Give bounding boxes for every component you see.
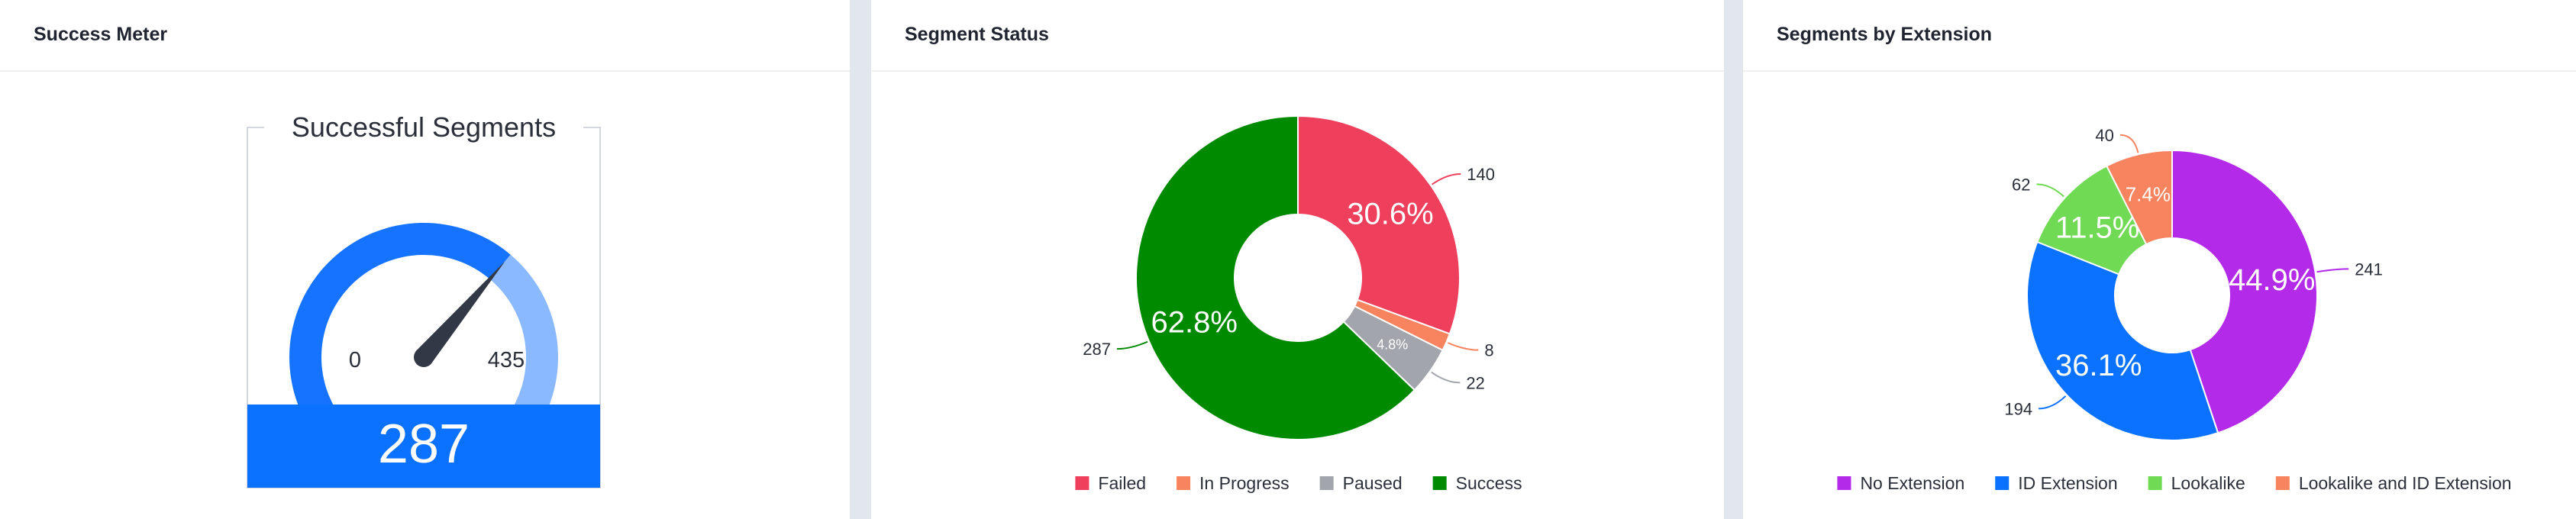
donut-connector xyxy=(2316,268,2349,273)
donut-value-label: 194 xyxy=(2004,399,2032,418)
donut-value-label: 8 xyxy=(1484,341,1493,360)
legend-label-lookalike-and-id-extension[interactable]: Lookalike and ID Extension xyxy=(2299,473,2512,493)
donut-value-label: 241 xyxy=(2355,260,2383,279)
gauge-needle xyxy=(416,261,505,364)
segments-by-extension-donut-chart: 44.9% 241 36.1% 194 11.5% 62 7.4% 40 No Extensio… xyxy=(1837,126,2512,493)
donut-percent-label: 44.9% xyxy=(2229,263,2315,297)
legend-label-paused[interactable]: Paused xyxy=(1343,473,1403,493)
donut-connector xyxy=(2036,183,2064,198)
legend-label-id-extension[interactable]: ID Extension xyxy=(2018,473,2117,493)
legend-label-success[interactable]: Success xyxy=(1456,473,1522,493)
donut-value-label: 287 xyxy=(1083,340,1111,359)
legend-swatch-lookalike[interactable] xyxy=(2148,476,2162,490)
donut-connector xyxy=(1432,172,1461,185)
gauge-max-label: 435 xyxy=(488,348,525,372)
legend-label-in-progress[interactable]: In Progress xyxy=(1199,473,1290,493)
donut-slice-id-extension[interactable] xyxy=(2026,240,2219,441)
segment-status-donut-chart: 30.6% 140 8 4.8% 22 62.8% 287 Failed In Progress… xyxy=(1075,114,1522,493)
gauge-title: Successful Segments xyxy=(292,111,556,143)
legend-swatch-failed[interactable] xyxy=(1075,476,1089,490)
gauge-value-band xyxy=(247,405,600,488)
gauge-filled-arc xyxy=(289,222,511,437)
donut-value-label: 140 xyxy=(1467,165,1495,184)
legend-swatch-lookalike-and-id-extension[interactable] xyxy=(2275,476,2290,490)
gauge-value: 287 xyxy=(378,414,470,475)
donut-slice-no-extension[interactable] xyxy=(2171,149,2318,434)
donut-percent-label: 30.6% xyxy=(1347,198,1433,231)
donut-connector xyxy=(1447,342,1479,351)
donut-connector xyxy=(2039,395,2067,410)
legend-swatch-id-extension[interactable] xyxy=(1995,476,2009,490)
panel-header: Segment Status xyxy=(871,0,1724,72)
donut-connector xyxy=(1116,340,1148,350)
legend-swatch-no-extension[interactable] xyxy=(1837,476,1851,490)
donut-slice-failed[interactable] xyxy=(1297,114,1461,335)
legend-swatch-success[interactable] xyxy=(1432,476,1447,490)
donut-value-label: 40 xyxy=(2095,126,2113,145)
donut-value-label: 62 xyxy=(2012,175,2030,194)
segments-by-extension-panel: Segments by Extension 44.9% 241 36.1% 194 11… xyxy=(1743,0,2576,519)
donut-connector xyxy=(1431,371,1461,384)
donut-percent-label: 62.8% xyxy=(1151,306,1238,340)
legend-swatch-paused[interactable] xyxy=(1319,476,1334,490)
panel-title: Segment Status xyxy=(905,24,1049,45)
panel-title: Segments by Extension xyxy=(1777,24,1993,45)
donut-percent-label: 36.1% xyxy=(2055,349,2142,382)
gauge-chart: Successful Segments 0 435 287 xyxy=(247,111,601,488)
legend-label-no-extension[interactable]: No Extension xyxy=(1860,473,1964,493)
gauge-min-label: 0 xyxy=(349,348,361,372)
donut-slice-success[interactable] xyxy=(1135,114,1416,440)
legend-label-failed[interactable]: Failed xyxy=(1098,473,1146,493)
donut-slice-lookalike-and-id-extension[interactable] xyxy=(2105,149,2173,246)
panel-header: Success Meter xyxy=(0,0,850,72)
legend-label-lookalike[interactable]: Lookalike xyxy=(2171,473,2245,493)
gauge-needle-hub xyxy=(414,347,434,367)
success-meter-panel: Success Meter Successful Segments 0 435 287 xyxy=(0,0,850,519)
donut-percent-label: 11.5% xyxy=(2055,211,2139,245)
donut-percent-label: 4.8% xyxy=(1377,337,1408,353)
legend-swatch-in-progress[interactable] xyxy=(1177,476,1191,490)
panel-header: Segments by Extension xyxy=(1743,0,2576,72)
donut-value-label: 22 xyxy=(1466,373,1484,392)
segment-status-panel: Segment Status 30.6% 140 8 4.8% 22 62.8% 287 Fa… xyxy=(871,0,1724,519)
panel-title: Success Meter xyxy=(34,24,168,45)
donut-connector xyxy=(2119,134,2139,153)
gauge-remaining-arc xyxy=(489,254,558,437)
donut-percent-label: 7.4% xyxy=(2126,182,2171,205)
